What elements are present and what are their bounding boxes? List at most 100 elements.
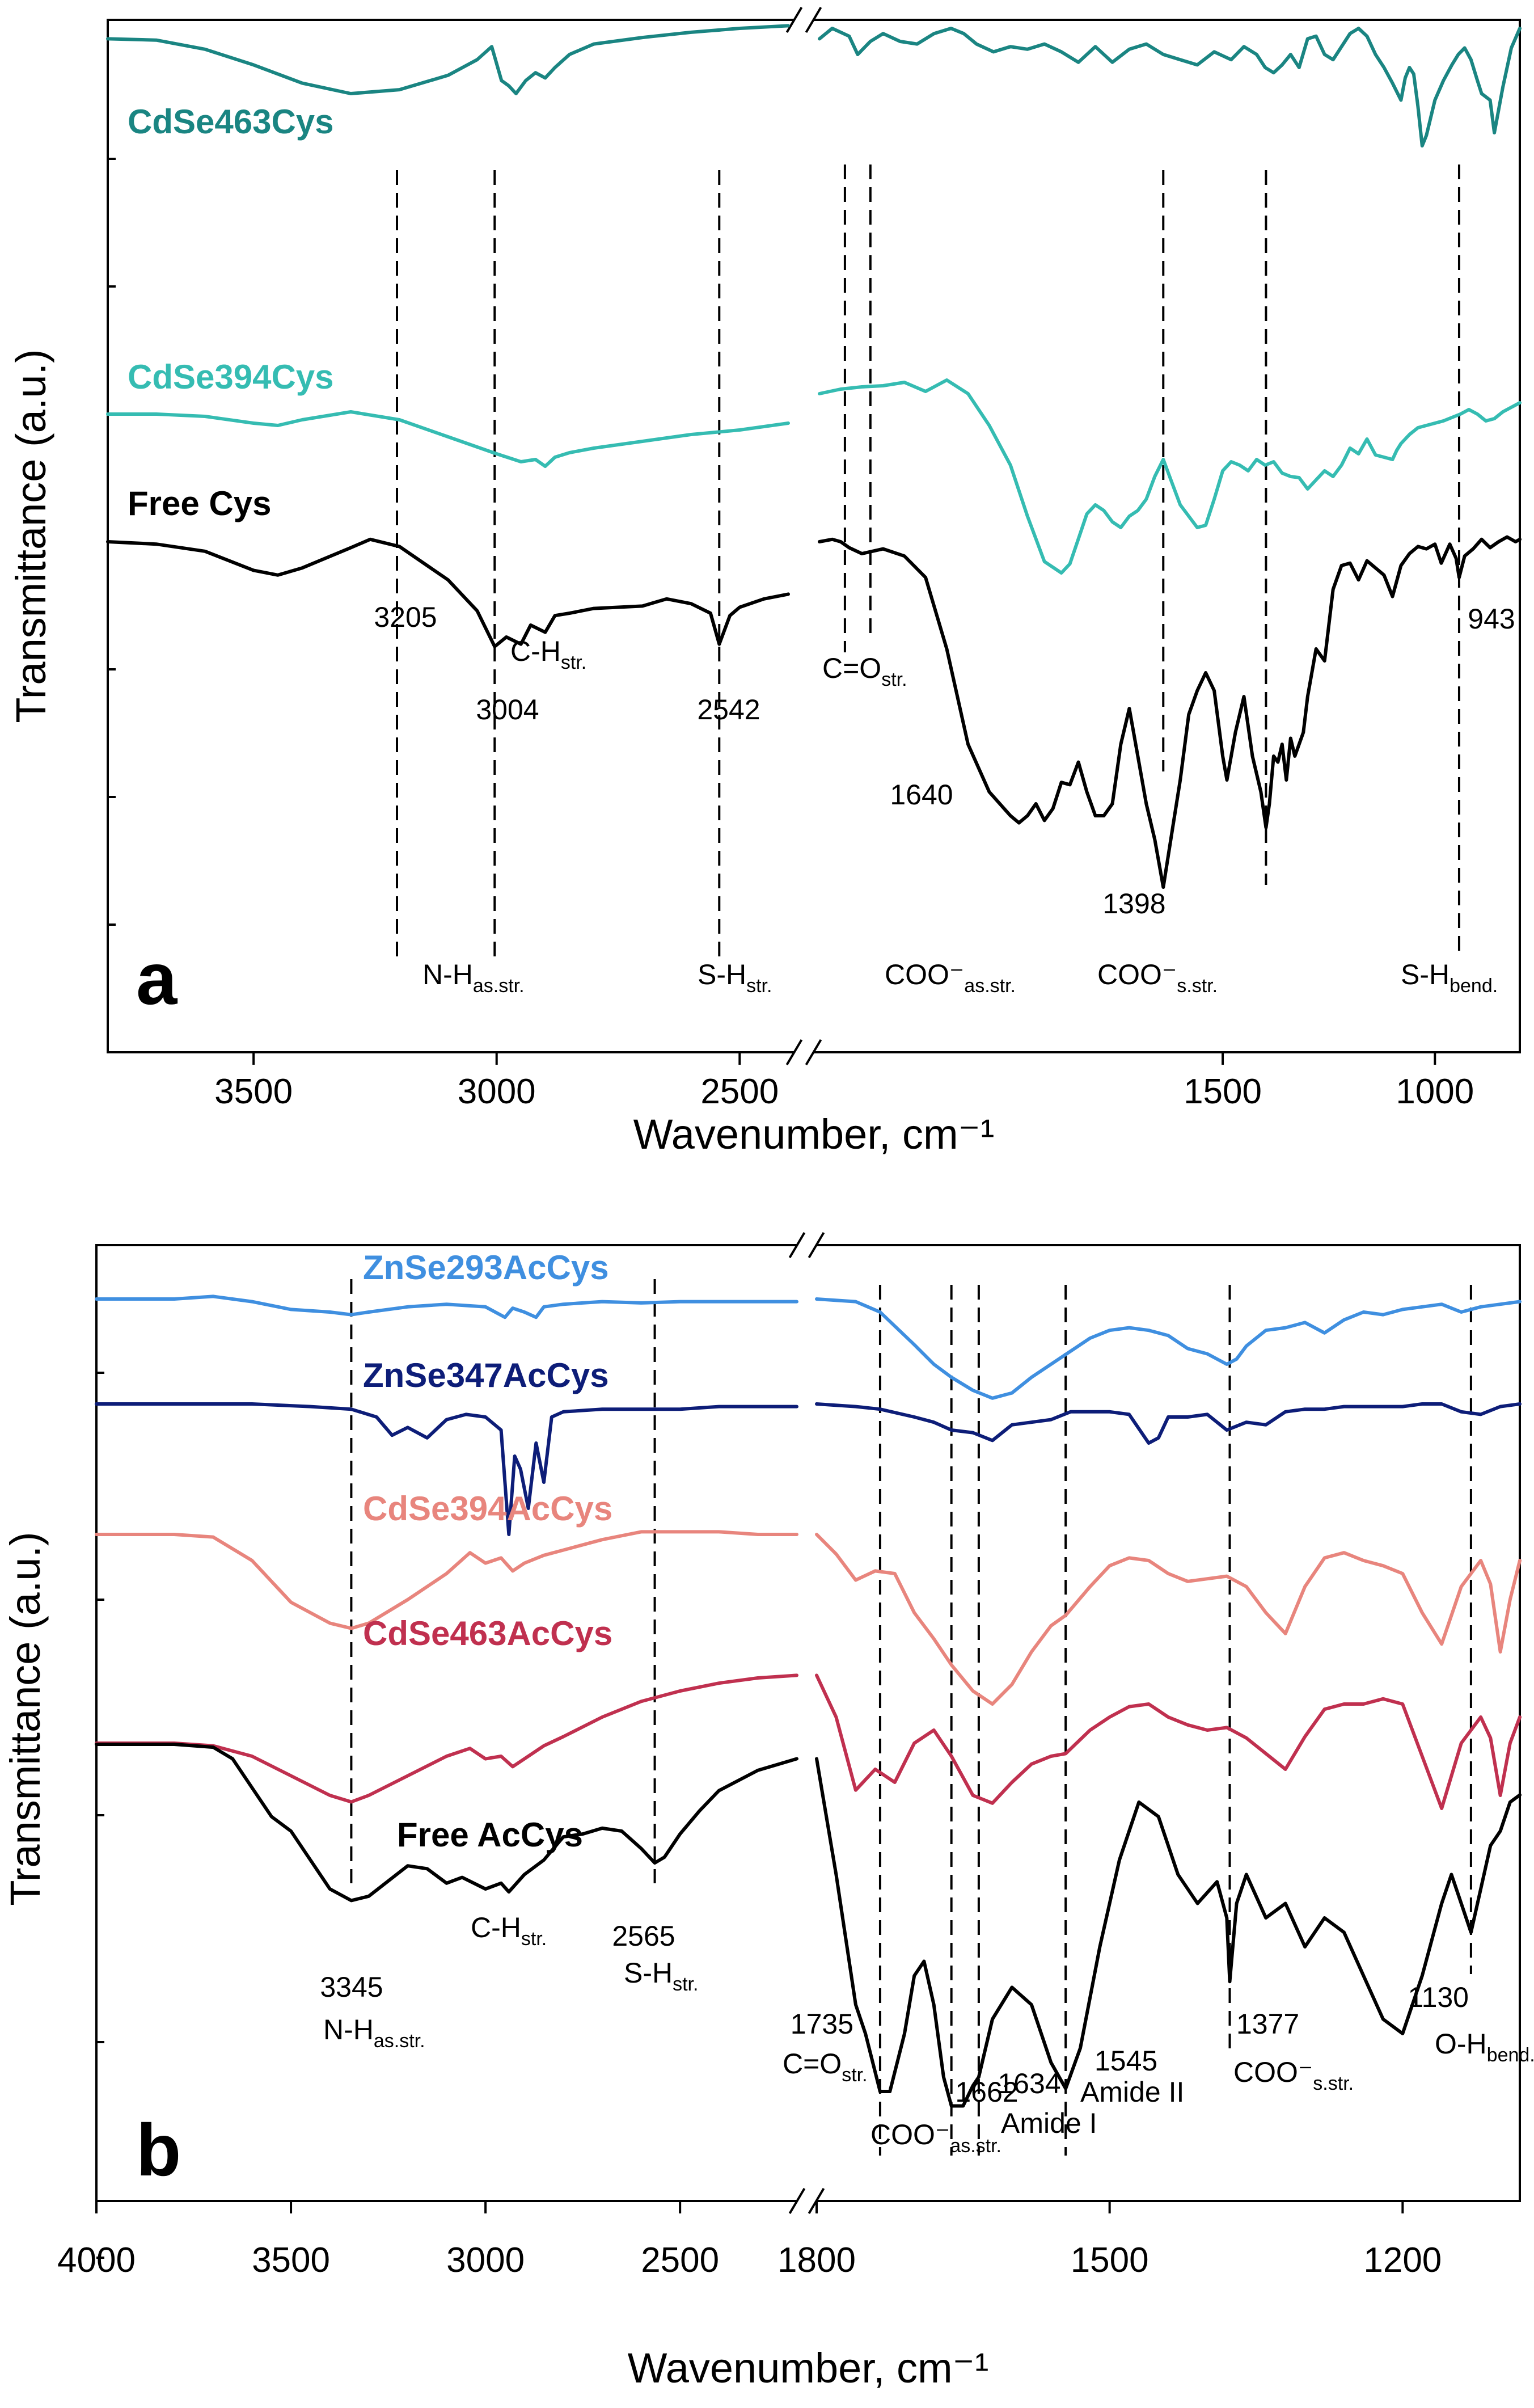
panel-b-annotation-6-main: 1377 <box>1236 2008 1299 2040</box>
panel-b-annotation-13-main: Amide I <box>1001 2107 1097 2139</box>
panel-a-annotation-6-sub: str. <box>561 652 586 673</box>
panel-b-series-label-znse347accys: ZnSe347AcCys <box>363 1356 609 1394</box>
panel-a-annotation-12-sub: bend. <box>1450 975 1498 997</box>
panel-a-series-cdse463cys-right <box>818 27 1522 147</box>
panel-a-annotation-7-sub: str. <box>881 669 907 690</box>
panel-a-frame <box>107 19 1521 1053</box>
panel-a-annotation-9-sub: str. <box>746 975 772 997</box>
panel-a-series-label-cdse394cys: CdSe394Cys <box>128 358 334 396</box>
panel-a-annotation-11-main: COO⁻ <box>1097 959 1177 990</box>
panel-a-series-free-cys-left <box>106 537 790 648</box>
panel-a-annotation-4: 1398 <box>1102 888 1165 920</box>
panel-b-series-free-accys-right <box>815 1757 1522 2108</box>
panel-a-annotation-1-main: 3004 <box>476 694 539 726</box>
panel-a-break-slash-0b <box>805 6 822 33</box>
panel-b-series-znse293accys-right <box>815 1297 1522 1400</box>
panel-b-annotation-11-main: C=O <box>783 2048 842 2080</box>
panel-a-series-cdse394cys-left <box>106 410 790 468</box>
panel-a-annotation-8: N-Has.str. <box>422 959 525 997</box>
panel-b-break-slash-0a <box>788 1232 806 1259</box>
panel-b-annotation-3: 1662 <box>955 2076 1018 2108</box>
panel-b-annotation-3-main: 1662 <box>955 2076 1018 2108</box>
panel-a-series-cdse463cys-left <box>106 24 790 95</box>
panel-a-break-slash-0a <box>785 6 803 33</box>
panel-b-annotation-16-main: O-H <box>1435 2028 1487 2060</box>
panel-a-annotation-0-main: 3205 <box>374 601 437 633</box>
panel-a-series-cdse394cys-right <box>818 378 1522 575</box>
panel-b-annotation-14-main: Amide II <box>1080 2076 1184 2108</box>
panel-a-annotation-12-main: S-H <box>1401 959 1450 990</box>
panel-b-annotation-8: C-Hstr. <box>471 1912 547 1950</box>
panel-b-annotation-11: C=Ostr. <box>783 2048 868 2086</box>
panel-a-annotation-12: S-Hbend. <box>1401 959 1498 997</box>
panel-b-series-label-znse293accys: ZnSe293AcCys <box>363 1249 609 1287</box>
panel-b-annotation-2-main: 1735 <box>791 2008 853 2040</box>
panel-b-annotation-13: Amide I <box>1001 2107 1097 2139</box>
panel-a-series-label-cdse463cys: CdSe463Cys <box>128 103 334 141</box>
panel-b-series-znse347accys-right <box>815 1402 1522 1445</box>
panel-b-annotation-10: S-Hstr. <box>624 1957 698 1995</box>
panel-b-break-slash-1a <box>788 2187 806 2215</box>
panel-b-series-label-cdse394accys: CdSe394AcCys <box>363 1490 612 1528</box>
panel-b-annotation-15: COO⁻s.str. <box>1233 2056 1354 2094</box>
panel-b-annotation-2: 1735 <box>791 2008 853 2040</box>
panel-a-annotation-11-sub: s.str. <box>1177 975 1218 997</box>
panel-b-annotation-10-sub: str. <box>673 1973 698 1995</box>
panel-a-break-slash-1b <box>805 1039 822 1066</box>
panel-b-series-label-free-accys: Free AcCys <box>397 1816 583 1854</box>
panel-a-xtick-label-3000: 3000 <box>458 1072 536 1111</box>
panel-b-series-znse347accys-left <box>95 1402 798 1536</box>
panel-b-series-free-accys-left <box>95 1743 798 1903</box>
panel-b-annotation-10-main: S-H <box>624 1957 673 1989</box>
panel-b-annotation-12: COO⁻as.str. <box>870 2119 1001 2157</box>
panel-b-annotation-16: O-Hbend. <box>1435 2028 1534 2066</box>
panel-b-annotation-12-main: COO⁻ <box>870 2119 950 2150</box>
panel-a-xtick-label-1500: 1500 <box>1184 1072 1262 1111</box>
panel-b-annotation-12-sub: as.str. <box>950 2135 1001 2157</box>
panel-b-series-znse293accys-left <box>95 1294 798 1319</box>
panel-b-annotation-15-sub: s.str. <box>1313 2073 1354 2094</box>
panel-b-annotation-0: 3345 <box>320 1971 383 2003</box>
panel-b-annotation-1-main: 2565 <box>612 1920 675 1952</box>
panel-b-annotation-9-main: N-H <box>323 2014 374 2046</box>
panel-a-annotation-10: COO⁻as.str. <box>885 959 1016 997</box>
panel-b-annotation-0-main: 3345 <box>320 1971 383 2003</box>
panel-a-annotation-1: 3004 <box>476 694 539 726</box>
panel-b-y-axis-title: Transmittance (a.u.) <box>2 1532 49 1905</box>
panel-a-annotation-4-main: 1398 <box>1102 888 1165 920</box>
panel-a-annotation-8-main: N-H <box>422 959 473 990</box>
panel-a-annotation-7: C=Ostr. <box>822 652 907 690</box>
panel-b-annotation-9: N-Has.str. <box>323 2014 425 2052</box>
panel-b-annotation-4-main: 1634 <box>998 2068 1060 2099</box>
panel-a-panel-letter: a <box>136 937 178 1020</box>
panel-a-series-free-cys-right <box>818 535 1522 889</box>
panel-b-series-cdse394accys-left <box>95 1530 798 1630</box>
panel-b-annotation-5-main: 1545 <box>1094 2045 1157 2077</box>
panel-a-annotation-5: 943 <box>1468 603 1515 635</box>
panel-a-annotation-10-sub: as.str. <box>964 975 1016 997</box>
panel-a-annotation-8-sub: as.str. <box>473 975 525 997</box>
panel-b-annotation-5: 1545 <box>1094 2045 1157 2077</box>
panel-a-annotation-5-main: 943 <box>1468 603 1515 635</box>
panel-a-xtick-label-1000: 1000 <box>1396 1072 1474 1111</box>
panel-b-annotation-8-main: C-H <box>471 1912 521 1943</box>
panel-a-annotation-10-main: COO⁻ <box>885 959 964 990</box>
panel-a-annotation-6: C-Hstr. <box>510 635 586 673</box>
panel-b-annotation-9-sub: as.str. <box>374 2030 425 2052</box>
panel-b-xtick-label-3000: 3000 <box>446 2241 525 2280</box>
panel-b-annotation-11-sub: str. <box>842 2064 867 2086</box>
panel-a-xtick-label-3500: 3500 <box>214 1072 293 1111</box>
panel-a-annotation-11: COO⁻s.str. <box>1097 959 1218 997</box>
panel-a-xtick-label-2500: 2500 <box>700 1072 779 1111</box>
panel-b-xtick-label-3500: 3500 <box>252 2241 330 2280</box>
panel-b-xtick-label-1800: 1800 <box>777 2241 856 2280</box>
panel-b-annotation-4: 1634 <box>998 2068 1060 2099</box>
panel-b-series-cdse463accys-left <box>95 1673 798 1804</box>
panel-a-annotation-9-main: S-H <box>698 959 746 990</box>
panel-b-series-cdse394accys-right <box>815 1533 1522 1706</box>
panel-b-annotation-14: Amide II <box>1080 2076 1184 2108</box>
panel-a-annotation-9: S-Hstr. <box>698 959 772 997</box>
panel-b-xtick-label-2500: 2500 <box>641 2241 719 2280</box>
panel-b-xtick-label-1500: 1500 <box>1071 2241 1149 2280</box>
